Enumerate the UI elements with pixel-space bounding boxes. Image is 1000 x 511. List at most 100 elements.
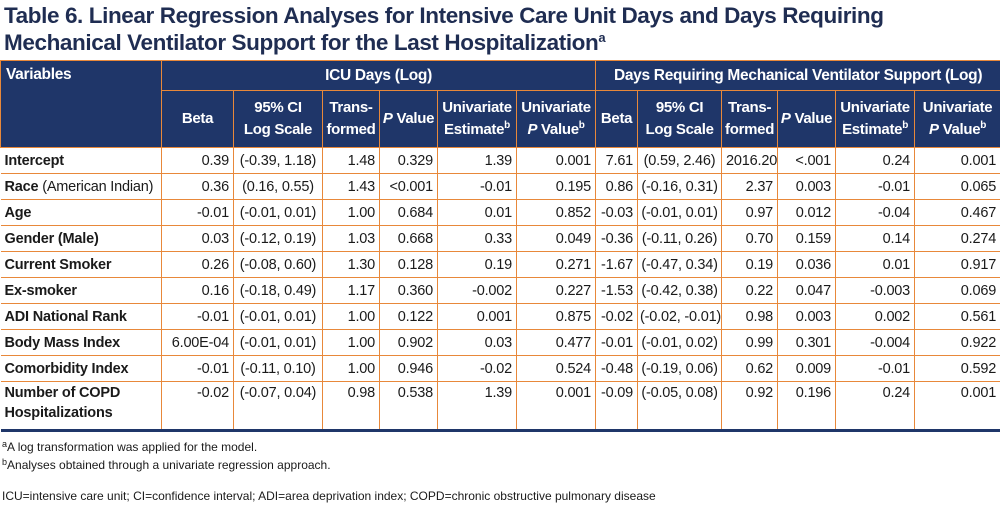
- cell-ventilator-p-value: 0.036: [777, 251, 837, 278]
- header-variables: Variables: [0, 60, 162, 148]
- cell-icu-univariate-p-value: 0.001: [516, 381, 597, 432]
- table-row: Race (American Indian) 0.36 (0.16, 0.55) 1.…: [0, 173, 1000, 200]
- header-text: Trans-: [727, 99, 772, 116]
- variable-label: Body Mass Index: [4, 334, 121, 351]
- footnote-a-marker: a: [2, 439, 8, 449]
- cell-ventilator-beta: 0.86: [595, 173, 639, 200]
- variable-note: (American Indian): [38, 178, 154, 195]
- cell-icu-ci: (-0.01, 0.01): [233, 303, 323, 330]
- table-row: Gender (Male) 0.03 (-0.12, 0.19) 1.03 0.668 0…: [0, 225, 1000, 252]
- title-line-1: Table 6. Linear Regression Analyses for …: [4, 3, 884, 28]
- cell-ventilator-transformed: 0.97: [721, 199, 779, 226]
- cell-ventilator-beta: -0.03: [595, 199, 639, 226]
- cell-icu-beta: 0.39: [161, 147, 234, 174]
- header-text: Trans-: [329, 99, 373, 116]
- cell-ventilator-ci: (-0.01, 0.01): [637, 199, 723, 226]
- cell-ventilator-beta: -0.48: [595, 355, 639, 382]
- table-row: Age -0.01 (-0.01, 0.01) 1.00 0.684 0.01 0.852-…: [0, 199, 1000, 226]
- cell-ventilator-transformed: 0.62: [721, 355, 779, 382]
- header-text: P: [382, 110, 393, 127]
- cell-ventilator-univariate-estimate: -0.003: [835, 277, 916, 304]
- cell-ventilator-univariate-estimate: -0.004: [835, 329, 916, 356]
- variable-label: Intercept: [4, 152, 65, 169]
- header-text: P: [780, 110, 791, 127]
- cell-ventilator-univariate-p-value: 0.065: [914, 173, 1000, 200]
- cell-ventilator-p-value: 0.003: [777, 173, 837, 200]
- cell-icu-beta: -0.01: [161, 303, 234, 330]
- variable-label: Age: [4, 204, 32, 221]
- row-variable-name: Current Smoker: [0, 251, 162, 278]
- header-text: 95% CI: [655, 99, 704, 116]
- cell-icu-transformed: 1.00: [322, 199, 380, 226]
- cell-ventilator-univariate-p-value: 0.592: [914, 355, 1000, 382]
- cell-icu-univariate-p-value: 0.271: [516, 251, 597, 278]
- cell-icu-univariate-p-value: 0.195: [516, 173, 597, 200]
- table-row: ADI National Rank -0.01 (-0.01, 0.01) 1.00 0…: [0, 303, 1000, 330]
- variable-label: Number of COPD Hospitalizations: [4, 385, 121, 421]
- cell-icu-transformed: 1.43: [322, 173, 380, 200]
- variable-label: Comorbidity Index: [4, 360, 129, 377]
- footnote-a-text: A log transformation was applied for the…: [7, 440, 258, 454]
- header-text: Log Scale: [243, 121, 313, 138]
- cell-ventilator-univariate-estimate: 0.01: [835, 251, 916, 278]
- header-icu-transformed: Trans-formed: [322, 90, 380, 148]
- cell-icu-univariate-estimate: -0.002: [437, 277, 517, 304]
- footnote-abbreviations: ICU=intensive care unit; CI=confidence i…: [2, 489, 656, 503]
- cell-icu-ci: (-0.11, 0.10): [233, 355, 323, 382]
- variable-label: Gender (Male): [4, 230, 99, 247]
- table-row: Current Smoker 0.26 (-0.08, 0.60) 1.30 0.128…: [0, 251, 1000, 278]
- cell-ventilator-transformed: 0.92: [721, 381, 779, 432]
- cell-icu-p-value: 0.128: [379, 251, 438, 278]
- cell-icu-beta: 6.00E-04: [161, 329, 234, 356]
- cell-ventilator-transformed: 0.19: [721, 251, 779, 278]
- header-text: b: [980, 120, 987, 131]
- cell-icu-univariate-estimate: 0.33: [437, 225, 517, 252]
- cell-icu-univariate-p-value: 0.227: [516, 277, 597, 304]
- cell-ventilator-transformed: 0.70: [721, 225, 779, 252]
- cell-ventilator-univariate-estimate: 0.14: [835, 225, 916, 252]
- cell-ventilator-ci: (-0.47, 0.34): [637, 251, 723, 278]
- cell-ventilator-p-value: 0.159: [777, 225, 837, 252]
- header-text: Value: [392, 110, 435, 127]
- cell-ventilator-p-value: 0.047: [777, 277, 837, 304]
- cell-ventilator-univariate-estimate: -0.04: [835, 199, 916, 226]
- title-line-2: Mechanical Ventilator Support for the La…: [4, 29, 994, 56]
- cell-ventilator-univariate-p-value: 0.917: [914, 251, 1000, 278]
- header-text: Univariate: [442, 99, 512, 116]
- row-variable-name: Number of COPD Hospitalizations: [0, 381, 162, 432]
- cell-ventilator-univariate-p-value: 0.467: [914, 199, 1000, 226]
- header-text: Univariate: [922, 99, 993, 116]
- cell-ventilator-beta: -0.02: [595, 303, 639, 330]
- header-text: Estimate: [444, 121, 505, 138]
- header-icu-ci: 95% CI Log Scale: [233, 90, 323, 148]
- cell-icu-transformed: 1.17: [322, 277, 380, 304]
- cell-ventilator-ci: (-0.42, 0.38): [637, 277, 723, 304]
- cell-icu-ci: (-0.18, 0.49): [233, 277, 323, 304]
- cell-icu-ci: (-0.08, 0.60): [233, 251, 323, 278]
- table-row: Number of COPD Hospitalizations -0.02 (-0.…: [0, 381, 1000, 432]
- header-text: P: [929, 121, 939, 138]
- table-row: Body Mass Index 6.00E-04 (-0.01, 0.01) 1.00…: [0, 329, 1000, 356]
- cell-icu-beta: 0.03: [161, 225, 234, 252]
- cell-icu-univariate-p-value: 0.049: [516, 225, 597, 252]
- variable-label: ADI National Rank: [4, 308, 127, 325]
- cell-icu-univariate-p-value: 0.524: [516, 355, 597, 382]
- header-ventilator-p-value: P Value: [777, 90, 837, 148]
- cell-ventilator-univariate-estimate: -0.01: [835, 355, 916, 382]
- header-text: Value: [938, 121, 981, 138]
- cell-icu-beta: 0.16: [161, 277, 234, 304]
- cell-icu-univariate-p-value: 0.875: [516, 303, 597, 330]
- cell-icu-beta: -0.01: [161, 355, 234, 382]
- cell-icu-beta: -0.01: [161, 199, 234, 226]
- cell-icu-transformed: 1.00: [322, 303, 380, 330]
- header-text: Beta: [181, 110, 214, 127]
- cell-ventilator-univariate-p-value: 0.001: [914, 381, 1000, 432]
- cell-ventilator-univariate-p-value: 0.561: [914, 303, 1000, 330]
- cell-ventilator-transformed: 2.37: [721, 173, 779, 200]
- header-group-icu-days: ICU Days (Log): [160, 60, 597, 91]
- cell-ventilator-transformed: 0.98: [721, 303, 779, 330]
- header-ventilator-univariate-estimate: Univariate Estimateb: [835, 90, 916, 148]
- cell-ventilator-p-value: <.001: [777, 147, 837, 174]
- footnote-b: bAnalyses obtained through a univariate …: [2, 458, 331, 473]
- header-text: Estimate: [842, 121, 903, 138]
